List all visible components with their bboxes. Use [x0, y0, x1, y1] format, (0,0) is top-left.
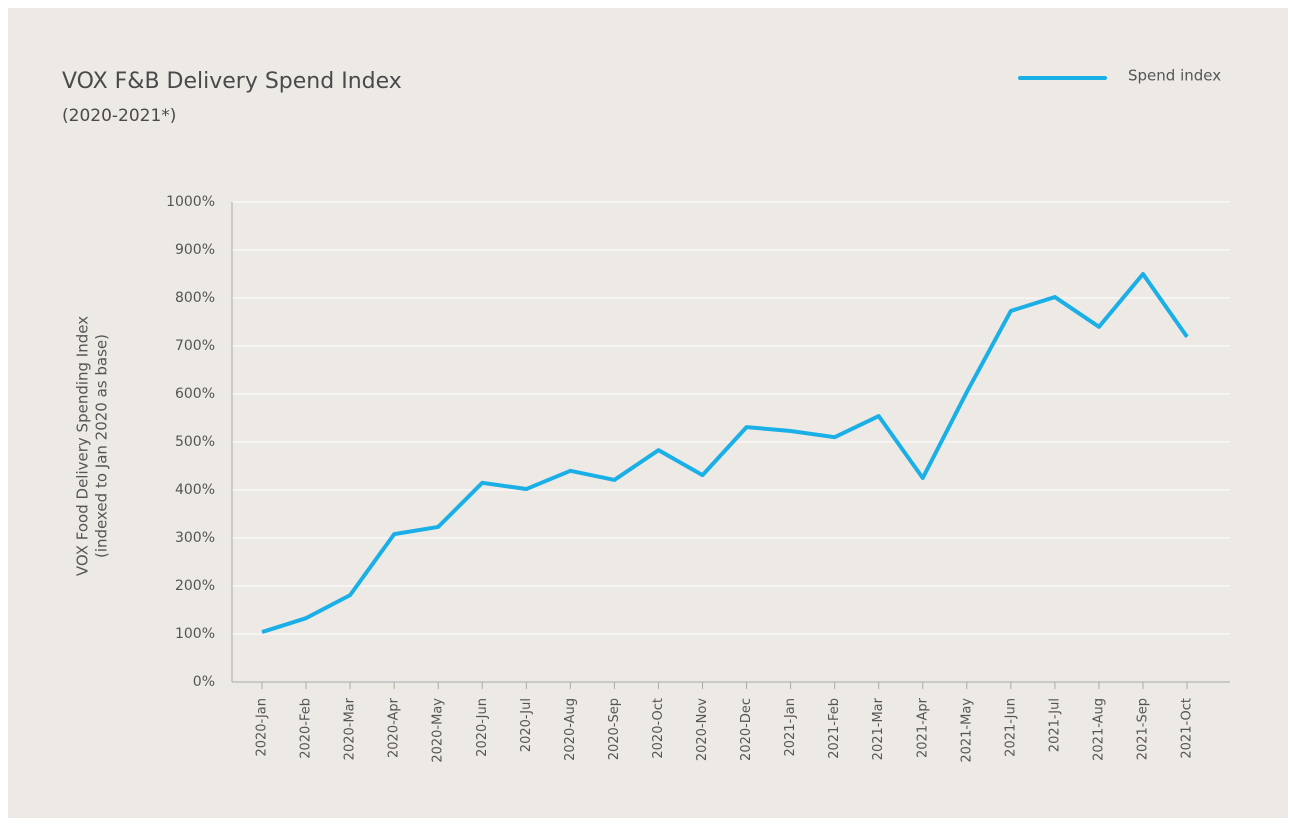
- x-tick-label: 2020-Apr: [387, 697, 402, 758]
- x-tick-label: 2020-Feb: [299, 698, 314, 759]
- x-tick-label: 2020-Jun: [475, 698, 490, 757]
- data-line: [261, 272, 1189, 634]
- y-tick-label: 500%: [175, 434, 215, 450]
- x-tick-label: 2020-Mar: [343, 697, 358, 760]
- y-tick-label: 1000%: [166, 194, 215, 210]
- x-tick-label: 2021-Feb: [827, 698, 842, 759]
- y-tick-label: 800%: [175, 290, 215, 306]
- y-tick-label: 700%: [175, 338, 215, 354]
- x-tick-label: 2020-Oct: [651, 698, 666, 759]
- x-tick-label: 2021-Mar: [871, 697, 886, 760]
- legend-label: Spend index: [1128, 67, 1221, 85]
- x-tick-label: 2020-May: [431, 698, 446, 763]
- y-tick-label: 200%: [175, 578, 215, 594]
- x-tick-label: 2020-Aug: [563, 698, 578, 761]
- y-tick-label: 400%: [175, 482, 215, 498]
- x-tick-label: 2021-Jan: [783, 698, 798, 757]
- y-tick-label: 600%: [175, 386, 215, 402]
- x-tick-label: 2020-Nov: [695, 698, 710, 761]
- x-tick-label: 2021-Oct: [1180, 698, 1195, 759]
- x-tick-label: 2021-Jul: [1047, 698, 1062, 752]
- y-tick-label: 100%: [175, 626, 215, 642]
- chart-title: VOX F&B Delivery Spend Index: [62, 69, 402, 94]
- x-tick-label: 2020-Sep: [607, 698, 622, 760]
- y-tick-label: 300%: [175, 530, 215, 546]
- x-tick-label: 2021-Apr: [915, 697, 930, 758]
- x-tick-label: 2020-Jul: [519, 698, 534, 752]
- x-tick-label: 2021-Jun: [1003, 698, 1018, 757]
- y-tick-label: 0%: [193, 674, 215, 690]
- x-tick-label: 2021-May: [959, 698, 974, 763]
- y-axis-label: (indexed to Jan 2020 as base): [93, 334, 111, 558]
- x-tick-label: 2021-Sep: [1136, 698, 1151, 760]
- x-tick-label: 2021-Aug: [1091, 698, 1106, 761]
- y-tick-label: 900%: [175, 242, 215, 258]
- y-axis-label: VOX Food Delivery Spending Index: [74, 316, 92, 576]
- panel: [8, 8, 1288, 818]
- chart-subtitle: (2020-2021*): [62, 106, 176, 126]
- x-tick-label: 2020-Jan: [255, 698, 270, 757]
- x-tick-label: 2020-Dec: [739, 698, 754, 761]
